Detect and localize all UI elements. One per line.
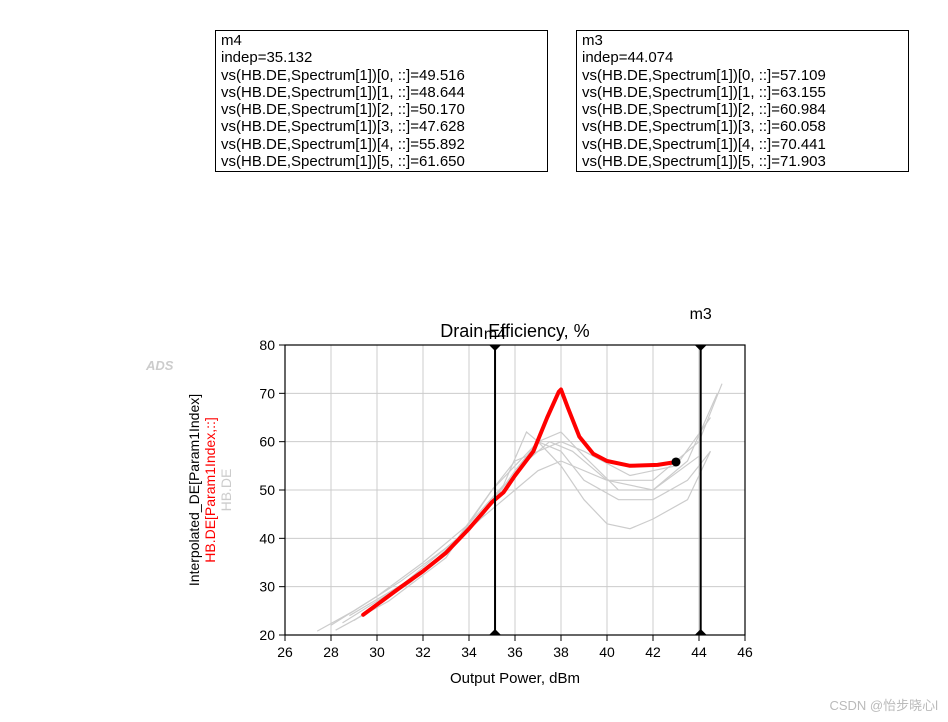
marker-row: vs(HB.DE,Spectrum[1])[2, ::]=50.170 xyxy=(221,101,542,118)
svg-text:m3: m3 xyxy=(690,306,712,323)
marker-row: vs(HB.DE,Spectrum[1])[4, ::]=55.892 xyxy=(221,136,542,153)
svg-text:36: 36 xyxy=(507,644,523,660)
svg-text:Drain Efficiency, %: Drain Efficiency, % xyxy=(440,321,589,341)
svg-text:60: 60 xyxy=(259,434,275,450)
marker-indep: indep=35.132 xyxy=(221,49,542,66)
marker-row: vs(HB.DE,Spectrum[1])[0, ::]=57.109 xyxy=(582,67,903,84)
svg-text:44: 44 xyxy=(691,644,707,660)
svg-text:80: 80 xyxy=(259,337,275,353)
svg-text:50: 50 xyxy=(259,482,275,498)
marker-row: vs(HB.DE,Spectrum[1])[3, ::]=60.058 xyxy=(582,118,903,135)
svg-text:34: 34 xyxy=(461,644,477,660)
drain-efficiency-chart: 262830323436384042444620304050607080m4m3… xyxy=(150,305,790,705)
marker-row: vs(HB.DE,Spectrum[1])[4, ::]=70.441 xyxy=(582,136,903,153)
marker-name: m4 xyxy=(221,32,542,49)
svg-text:30: 30 xyxy=(369,644,385,660)
marker-indep: indep=44.074 xyxy=(582,49,903,66)
svg-text:26: 26 xyxy=(277,644,293,660)
svg-text:42: 42 xyxy=(645,644,661,660)
marker-row: vs(HB.DE,Spectrum[1])[3, ::]=47.628 xyxy=(221,118,542,135)
svg-text:70: 70 xyxy=(259,385,275,401)
marker-row: vs(HB.DE,Spectrum[1])[5, ::]=71.903 xyxy=(582,153,903,170)
marker-row: vs(HB.DE,Spectrum[1])[5, ::]=61.650 xyxy=(221,153,542,170)
svg-text:40: 40 xyxy=(599,644,615,660)
svg-text:30: 30 xyxy=(259,579,275,595)
svg-text:HB.DE[Param1Index,::]: HB.DE[Param1Index,::] xyxy=(202,417,218,563)
svg-text:HB.DE: HB.DE xyxy=(218,469,234,512)
marker-box-m3: m3 indep=44.074 vs(HB.DE,Spectrum[1])[0,… xyxy=(576,30,909,172)
svg-text:20: 20 xyxy=(259,627,275,643)
marker-box-m4: m4 indep=35.132 vs(HB.DE,Spectrum[1])[0,… xyxy=(215,30,548,172)
svg-text:40: 40 xyxy=(259,530,275,546)
marker-row: vs(HB.DE,Spectrum[1])[1, ::]=48.644 xyxy=(221,84,542,101)
watermark-text: CSDN @怡步晓心l xyxy=(829,695,938,714)
chart-svg: 262830323436384042444620304050607080m4m3… xyxy=(150,305,790,705)
svg-text:32: 32 xyxy=(415,644,431,660)
marker-name: m3 xyxy=(582,32,903,49)
svg-text:Interpolated_DE[Param1Index]: Interpolated_DE[Param1Index] xyxy=(186,394,202,586)
svg-text:46: 46 xyxy=(737,644,753,660)
marker-row: vs(HB.DE,Spectrum[1])[0, ::]=49.516 xyxy=(221,67,542,84)
svg-text:28: 28 xyxy=(323,644,339,660)
marker-row: vs(HB.DE,Spectrum[1])[1, ::]=63.155 xyxy=(582,84,903,101)
svg-text:Output Power, dBm: Output Power, dBm xyxy=(450,670,580,687)
svg-text:38: 38 xyxy=(553,644,569,660)
marker-row: vs(HB.DE,Spectrum[1])[2, ::]=60.984 xyxy=(582,101,903,118)
